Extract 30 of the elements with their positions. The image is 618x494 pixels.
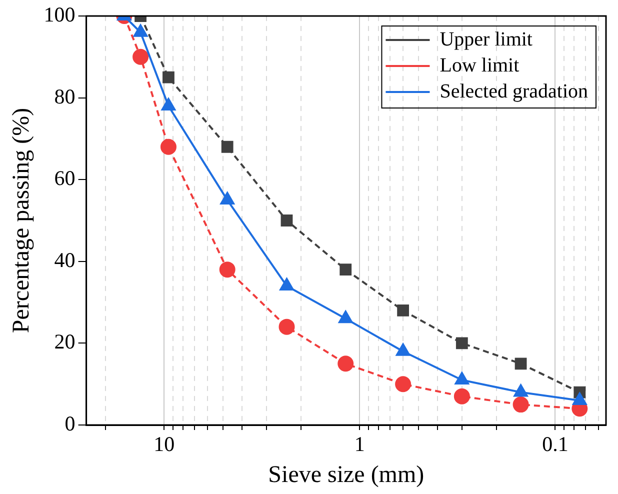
- point: [162, 71, 174, 84]
- x-tick-label: 10: [154, 432, 175, 456]
- y-tick-label: 40: [54, 248, 76, 272]
- point: [397, 304, 410, 316]
- x-tick-label: 0.1: [542, 432, 568, 456]
- point: [514, 358, 527, 370]
- legend-label: Low limit: [440, 54, 520, 76]
- legend-label: Selected gradation: [440, 80, 588, 102]
- point: [454, 388, 470, 404]
- point: [395, 376, 412, 392]
- y-tick-label: 60: [54, 166, 76, 190]
- point: [512, 396, 529, 413]
- point: [278, 318, 295, 335]
- point: [340, 264, 352, 276]
- y-tick-label: 80: [54, 84, 76, 108]
- point: [338, 356, 354, 372]
- x-tick-label: 1: [354, 432, 365, 456]
- y-tick-label: 20: [54, 330, 76, 354]
- point: [456, 337, 468, 350]
- y-tick-label: 100: [44, 2, 76, 27]
- point: [221, 140, 234, 153]
- point: [454, 372, 469, 385]
- x-axis-title: Sieve size (mm): [268, 462, 424, 488]
- point: [280, 214, 293, 226]
- y-axis-title: Percentage passing (%): [8, 108, 35, 334]
- point: [219, 262, 236, 278]
- point: [220, 192, 234, 205]
- point: [160, 138, 176, 155]
- y-tick-label: 0: [64, 412, 76, 436]
- legend-label: Upper limit: [440, 28, 533, 50]
